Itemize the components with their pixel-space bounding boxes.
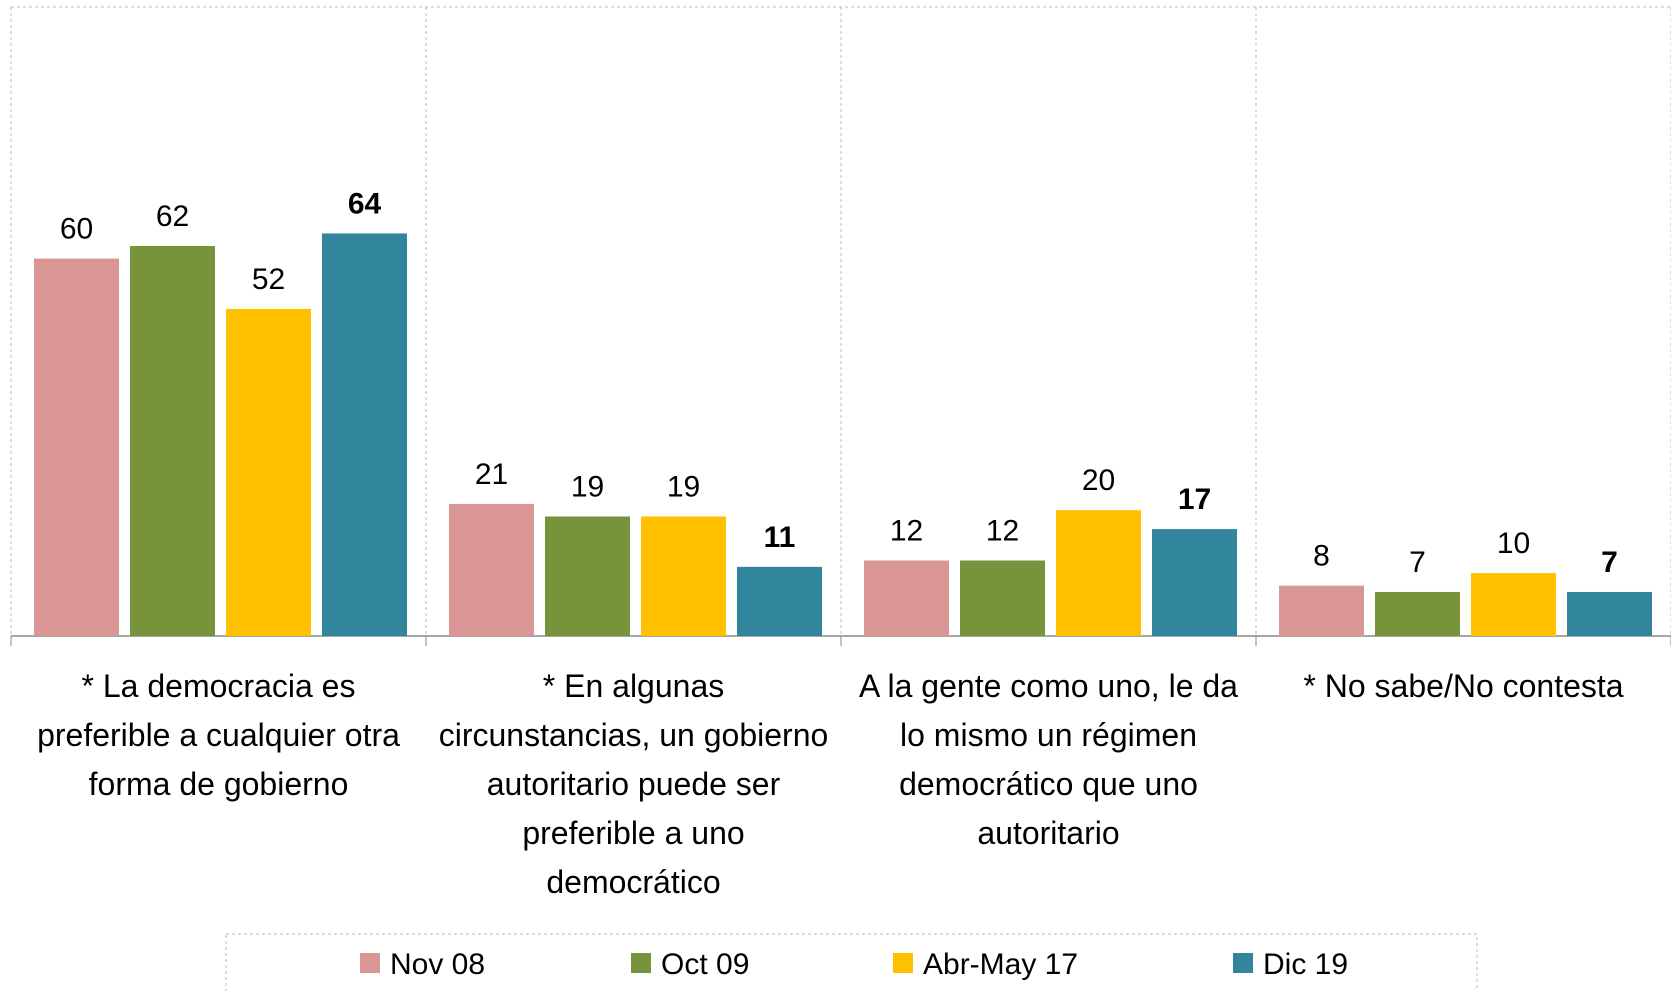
bar	[1152, 529, 1237, 636]
data-label: 21	[475, 458, 508, 491]
data-label: 10	[1497, 527, 1530, 560]
data-label: 12	[986, 515, 1019, 548]
legend-label: Nov 08	[390, 948, 485, 981]
bar	[864, 560, 949, 636]
bar	[545, 516, 630, 636]
bar	[226, 308, 311, 636]
data-label: 19	[667, 470, 700, 503]
data-label: 52	[252, 263, 285, 296]
legend-swatch	[360, 953, 380, 973]
category-label: * En algunas circunstancias, un gobierno…	[438, 668, 829, 900]
legend-swatch	[893, 953, 913, 973]
bar	[1471, 573, 1556, 636]
bar	[1056, 510, 1141, 636]
legend-label: Abr-May 17	[923, 948, 1078, 981]
bar	[130, 246, 215, 636]
legend-label: Dic 19	[1263, 948, 1348, 981]
bar	[960, 560, 1045, 636]
data-label: 17	[1178, 483, 1211, 516]
data-label: 64	[348, 187, 382, 220]
data-label: 7	[1409, 546, 1426, 579]
legend-swatch	[631, 953, 651, 973]
bar	[34, 258, 119, 636]
bar	[641, 516, 726, 636]
data-label: 11	[764, 521, 796, 554]
data-label: 8	[1313, 540, 1330, 573]
bar	[1567, 591, 1652, 636]
legend-box	[225, 933, 1478, 991]
data-label: 12	[890, 515, 923, 548]
category-label: * No sabe/No contesta	[1303, 668, 1624, 704]
data-label: 19	[571, 470, 604, 503]
data-label: 60	[60, 213, 93, 246]
legend-label: Oct 09	[661, 948, 749, 981]
data-label: 62	[156, 200, 189, 233]
bar	[322, 233, 407, 636]
category-label: * La democracia es preferible a cualquie…	[37, 668, 400, 802]
legend-swatch	[1233, 953, 1253, 973]
bar	[737, 566, 822, 636]
data-label: 7	[1601, 546, 1618, 579]
bar	[449, 503, 534, 636]
bar	[1375, 591, 1460, 636]
data-label: 20	[1082, 464, 1115, 497]
bar	[1279, 585, 1364, 636]
category-label: A la gente como uno, le da lo mismo un r…	[859, 668, 1238, 851]
